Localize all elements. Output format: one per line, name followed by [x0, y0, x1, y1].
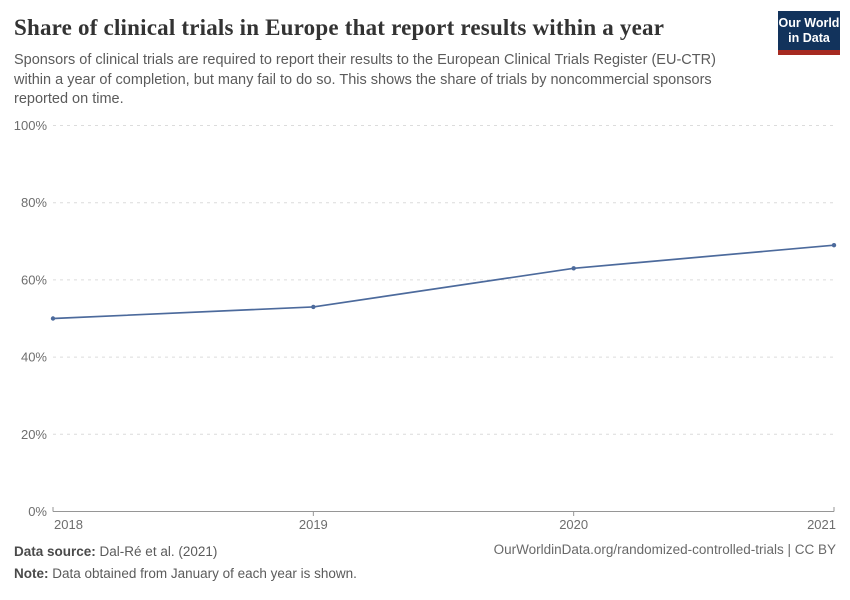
data-source-line: Data source: Dal-Ré et al. (2021) — [14, 541, 357, 563]
trend-line[interactable] — [52, 244, 835, 320]
citation-separator: | — [783, 542, 795, 557]
x-tick-label: 2019 — [299, 517, 328, 532]
page-title: Share of clinical trials in Europe that … — [14, 15, 665, 40]
data-point[interactable] — [571, 266, 576, 271]
citation: OurWorldinData.org/randomized-controlled… — [494, 542, 836, 557]
logo-line1: Our World — [778, 16, 840, 30]
data-source-label: Data source: — [14, 544, 96, 559]
x-tick-label: 2021 — [807, 517, 836, 532]
data-point[interactable] — [831, 242, 837, 248]
x-tick-label: 2020 — [559, 517, 588, 532]
data-source-value: Dal-Ré et al. (2021) — [99, 544, 218, 559]
citation-url[interactable]: OurWorldinData.org/randomized-controlled… — [493, 542, 784, 557]
owid-logo[interactable]: Our World in Data — [778, 11, 840, 55]
data-point[interactable] — [311, 304, 316, 310]
license-label: CC BY — [794, 542, 836, 557]
data-point[interactable] — [50, 316, 56, 321]
note-line: Note: Data obtained from January of each… — [14, 563, 357, 585]
y-tick-label: 40% — [21, 350, 47, 365]
chart-subtitle: Sponsors of clinical trials are required… — [14, 52, 716, 107]
y-tick-label: 0% — [28, 504, 47, 519]
line-chart: 0% 20% 40% 60% 80% 100% 2018 2019 2020 2021 — [14, 118, 837, 532]
y-tick-label: 60% — [21, 272, 47, 287]
x-tick-label: 2018 — [54, 517, 83, 532]
y-tick-label: 20% — [21, 427, 47, 442]
footer-source-note: Data source: Dal-Ré et al. (2021) Note: … — [14, 541, 357, 584]
note-label: Note: — [14, 565, 49, 581]
logo-line2: in Data — [788, 31, 830, 45]
note-value: Data obtained from January of each year … — [52, 565, 357, 581]
y-tick-label: 100% — [14, 118, 48, 133]
y-tick-label: 80% — [21, 195, 47, 210]
